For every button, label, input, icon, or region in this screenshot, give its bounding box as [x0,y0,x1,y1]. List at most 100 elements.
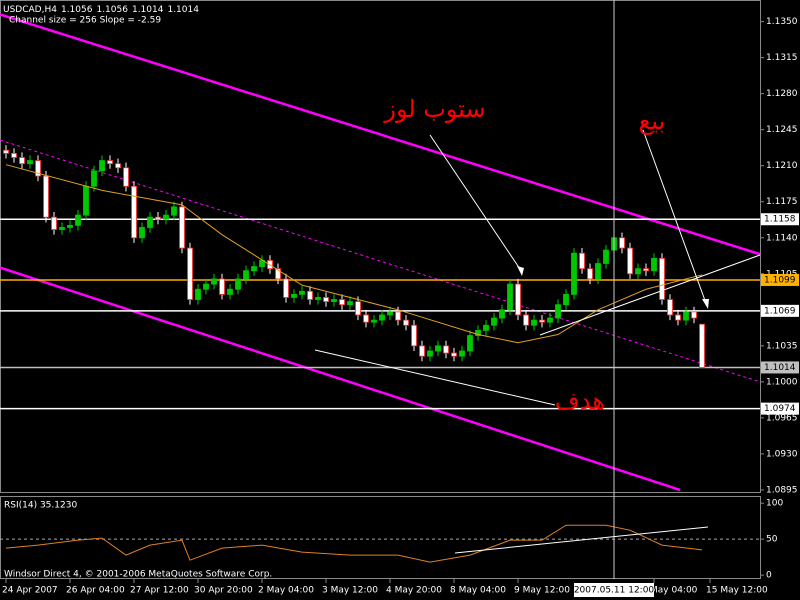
candle-body [163,214,169,220]
candle-body [107,160,113,165]
y-tick-label: 1.1000 [766,377,798,387]
x-tick-label: May 04:00 [650,586,698,596]
candle-body [331,299,337,302]
y-tick-label: 1.1175 [766,197,798,207]
rsi-title: RSI(14) 35.1230 [4,501,77,511]
candle-body [363,314,369,323]
candle-body [659,257,665,300]
close: 1.1014 [167,5,199,15]
candle-body [563,293,569,306]
candle-body [379,314,385,321]
candle-body [667,299,673,316]
candle-body [179,206,185,249]
level-label: 1.1069 [764,306,796,316]
candle-body [547,317,553,323]
candle-body [443,345,449,354]
y-tick-label: 1.1210 [766,161,798,171]
candle-body [251,266,257,272]
x-tick-label: 9 May 12:00 [514,586,570,596]
candle-body [99,160,105,172]
candle-body [51,216,57,230]
candle-body [395,311,401,321]
candle-body [675,314,681,321]
candle-body [355,301,361,316]
candle-body [491,317,497,326]
candle-body [155,216,161,220]
candle-body [219,278,225,295]
candle-body [75,214,81,226]
y-tick-label: 1.1350 [766,17,798,27]
y-tick-label: 1.1140 [766,233,798,243]
level-label: 1.1014 [764,363,796,373]
candle-body [171,206,177,216]
candle-body [427,350,433,357]
arrowhead [517,266,524,276]
annotation: ستوب لوز [383,95,485,123]
candle-body [211,278,217,285]
footer: Windsor Direct 4, © 2001-2006 MetaQuotes… [4,570,272,580]
candle-body [499,309,505,319]
open: 1.1056 [61,5,93,15]
y-tick-label: 1.0965 [766,413,798,423]
y-tick-label: 1.1315 [766,53,798,63]
support-line [314,349,556,406]
candle-body [323,297,329,302]
low: 1.1014 [132,5,164,15]
candle-body [131,185,137,239]
y-tick-label: 1.1035 [766,341,798,351]
candle-body [507,283,513,311]
candle-body [275,268,281,280]
candle-body [291,293,297,298]
candle-body [571,252,577,295]
candle-body [299,290,305,295]
candle-body [235,278,241,290]
subtitle: Channel size = 256 Slope = -2.59 [9,16,161,26]
rsi-panel [0,496,761,579]
annotation: هدف [555,387,605,415]
x-tick-label: 3 May 12:00 [322,586,378,596]
candle-body [515,283,521,316]
crosshair-box [574,583,654,597]
candle-body [35,160,41,177]
candle-body [643,268,649,272]
candle-body [139,227,145,239]
level-label: 1.1099 [764,275,796,285]
level-label: 1.0974 [764,404,796,414]
support-line [539,254,761,336]
candle-body [635,268,641,275]
candle-body [11,152,17,158]
main-panel [0,0,761,493]
candle-body [3,149,9,154]
candle-body [387,311,393,316]
candle-body [91,170,97,187]
annotation: بيع [639,107,666,135]
candle-body [283,278,289,298]
moving-average [5,164,703,344]
level-box [761,361,799,374]
x-tick-label: 30 Apr 20:00 [194,586,253,596]
candle-body [315,297,321,300]
candle-body [539,319,545,323]
y-tick-label: 1.0930 [766,449,798,459]
candle-body [651,257,657,272]
rsi-tick-label: 50 [766,535,778,545]
level-box [761,273,799,286]
arrowhead [702,299,709,309]
candle-body [83,185,89,216]
candle-body [371,319,377,323]
x-tick-label: 26 Apr 04:00 [66,586,125,596]
candle-body [475,330,481,336]
candle-body [411,324,417,347]
candle-body [347,301,353,306]
level-box [761,304,799,317]
candle-body [555,304,561,319]
candle-body [691,311,697,319]
rsi-tick-label: 100 [766,499,783,509]
y-tick-label: 1.1280 [766,89,798,99]
candle-body [19,157,25,165]
candle-body [227,288,233,295]
candle-body [419,345,425,357]
